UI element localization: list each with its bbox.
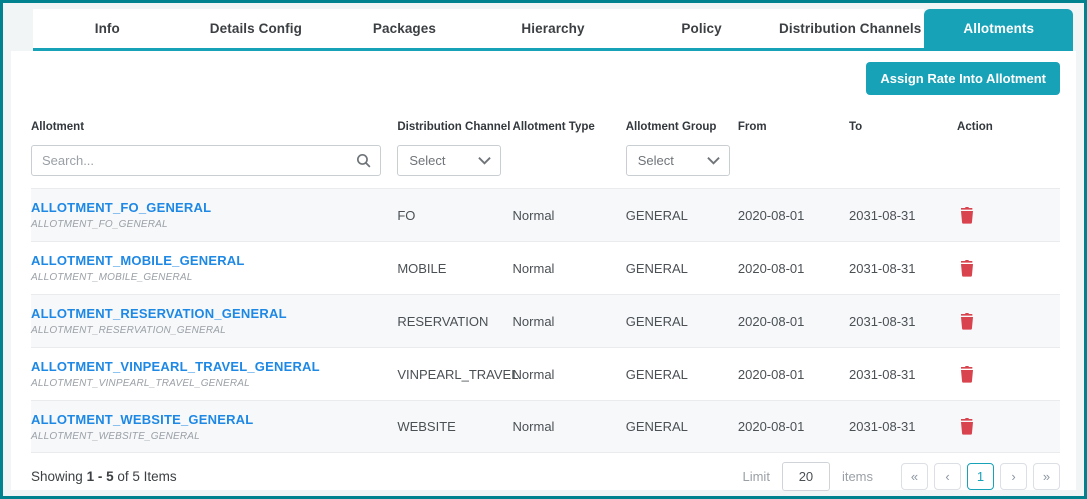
allotment-link[interactable]: ALLOTMENT_VINPEARL_TRAVEL_GENERAL bbox=[31, 359, 320, 374]
trash-icon bbox=[959, 312, 975, 333]
table-row: ALLOTMENT_MOBILE_GENERAL ALLOTMENT_MOBIL… bbox=[31, 241, 1060, 294]
allotment-code: ALLOTMENT_RESERVATION_GENERAL bbox=[31, 325, 226, 336]
cell-type: Normal bbox=[512, 260, 555, 276]
tab-hierarchy[interactable]: Hierarchy bbox=[478, 9, 628, 48]
cell-channel: WEBSITE bbox=[397, 419, 456, 434]
cell-channel: FO bbox=[397, 207, 416, 223]
tab-packages[interactable]: Packages bbox=[330, 9, 479, 48]
cell-from: 2020-08-01 bbox=[737, 366, 805, 382]
cell-to: 2031-08-31 bbox=[849, 313, 916, 329]
cell-channel: MOBILE bbox=[397, 260, 447, 276]
pagination-zone: Limit items « ‹ 1 › » bbox=[742, 461, 1060, 491]
cell-group: GENERAL bbox=[625, 419, 688, 434]
tab-info[interactable]: Info bbox=[33, 9, 182, 48]
cell-from: 2020-08-01 bbox=[737, 313, 805, 329]
showing-summary: Showing 1 - 5 of 5 Items bbox=[31, 469, 177, 484]
search-icon bbox=[355, 152, 372, 174]
cell-group: GENERAL bbox=[625, 366, 688, 382]
cell-type: Normal bbox=[512, 366, 555, 382]
limit-label: Limit bbox=[742, 468, 770, 484]
page-1-button[interactable]: 1 bbox=[967, 462, 994, 490]
cell-from: 2020-08-01 bbox=[737, 419, 805, 434]
cell-from: 2020-08-01 bbox=[737, 260, 805, 276]
delete-button[interactable] bbox=[957, 310, 977, 332]
tab-allotments[interactable]: Allotments bbox=[924, 9, 1074, 48]
assign-rate-into-allotment-button[interactable]: Assign Rate Into Allotment bbox=[866, 62, 1060, 95]
chevron-down-icon bbox=[707, 153, 720, 168]
table-footer: Showing 1 - 5 of 5 Items Limit items « ‹… bbox=[31, 453, 1060, 499]
trash-icon bbox=[959, 259, 975, 280]
column-header-from: From bbox=[737, 121, 767, 133]
distribution-channel-select-value: Select bbox=[409, 153, 446, 168]
cell-type: Normal bbox=[512, 207, 555, 223]
column-header-allotment: Allotment bbox=[31, 121, 85, 133]
table-row: ALLOTMENT_FO_GENERAL ALLOTMENT_FO_GENERA… bbox=[31, 188, 1060, 241]
table-row: ALLOTMENT_RESERVATION_GENERAL ALLOTMENT_… bbox=[31, 294, 1060, 347]
cell-to: 2031-08-31 bbox=[849, 260, 916, 276]
showing-prefix: Showing bbox=[31, 468, 83, 484]
delete-button[interactable] bbox=[957, 257, 977, 279]
cell-to: 2031-08-31 bbox=[849, 366, 916, 382]
column-header-allotment-type: Allotment Type bbox=[512, 121, 595, 133]
allotment-code: ALLOTMENT_VINPEARL_TRAVEL_GENERAL bbox=[31, 378, 250, 389]
cell-type: Normal bbox=[512, 419, 555, 434]
last-page-button[interactable]: » bbox=[1033, 462, 1060, 490]
limit-input[interactable] bbox=[781, 461, 830, 491]
pager: « ‹ 1 › » bbox=[895, 462, 1060, 490]
table-filter-row: Select Select bbox=[31, 145, 1060, 188]
items-label: items bbox=[841, 468, 873, 484]
allotment-search bbox=[31, 145, 381, 176]
cell-group: GENERAL bbox=[625, 207, 688, 223]
allotment-link[interactable]: ALLOTMENT_RESERVATION_GENERAL bbox=[31, 306, 287, 321]
search-input[interactable] bbox=[31, 145, 381, 176]
trash-icon bbox=[959, 365, 975, 386]
table-body: ALLOTMENT_FO_GENERAL ALLOTMENT_FO_GENERA… bbox=[31, 188, 1060, 453]
allotment-link[interactable]: ALLOTMENT_FO_GENERAL bbox=[31, 200, 212, 215]
allotment-code: ALLOTMENT_FO_GENERAL bbox=[31, 219, 168, 230]
next-page-button[interactable]: › bbox=[1000, 462, 1027, 490]
column-header-distribution-channel: Distribution Channel bbox=[397, 121, 511, 133]
delete-button[interactable] bbox=[957, 415, 977, 437]
toolbar: Assign Rate Into Allotment bbox=[31, 51, 1060, 109]
allotments-page: Info Details Config Packages Hierarchy P… bbox=[3, 3, 1084, 496]
cell-group: GENERAL bbox=[625, 260, 688, 276]
allotment-group-select[interactable]: Select bbox=[625, 145, 730, 176]
tab-details-config[interactable]: Details Config bbox=[181, 9, 331, 48]
cell-from: 2020-08-01 bbox=[737, 207, 805, 223]
column-header-action: Action bbox=[957, 121, 993, 133]
allotment-link[interactable]: ALLOTMENT_MOBILE_GENERAL bbox=[31, 253, 245, 268]
cell-channel: VINPEARL_TRAVEL bbox=[397, 366, 519, 382]
table-row: ALLOTMENT_VINPEARL_TRAVEL_GENERAL ALLOTM… bbox=[31, 347, 1060, 400]
table-header-row: Allotment Distribution Channel Allotment… bbox=[31, 109, 1060, 145]
allotment-group-select-value: Select bbox=[637, 153, 674, 168]
tab-bar: Info Details Config Packages Hierarchy P… bbox=[33, 9, 1074, 51]
delete-button[interactable] bbox=[957, 363, 977, 385]
allotment-link[interactable]: ALLOTMENT_WEBSITE_GENERAL bbox=[31, 411, 254, 427]
cell-to: 2031-08-31 bbox=[849, 207, 916, 223]
cell-to: 2031-08-31 bbox=[849, 419, 916, 434]
delete-button[interactable] bbox=[957, 204, 977, 226]
showing-range: 1 - 5 bbox=[86, 468, 114, 484]
showing-suffix: of 5 Items bbox=[117, 468, 177, 484]
tab-policy[interactable]: Policy bbox=[627, 9, 776, 48]
tab-distribution-channels[interactable]: Distribution Channels bbox=[775, 9, 925, 48]
allotment-code: ALLOTMENT_MOBILE_GENERAL bbox=[31, 272, 193, 283]
cell-type: Normal bbox=[512, 313, 555, 329]
distribution-channel-select[interactable]: Select bbox=[397, 145, 502, 176]
cell-group: GENERAL bbox=[625, 313, 688, 329]
chevron-down-icon bbox=[478, 153, 492, 168]
table-row: ALLOTMENT_WEBSITE_GENERAL ALLOTMENT_WEBS… bbox=[31, 400, 1060, 453]
trash-icon bbox=[959, 418, 975, 438]
cell-channel: RESERVATION bbox=[397, 313, 489, 329]
first-page-button[interactable]: « bbox=[901, 462, 928, 490]
allotment-code: ALLOTMENT_WEBSITE_GENERAL bbox=[31, 430, 200, 442]
column-header-allotment-group: Allotment Group bbox=[625, 121, 717, 133]
prev-page-button[interactable]: ‹ bbox=[934, 462, 961, 490]
column-header-to: To bbox=[849, 121, 863, 133]
trash-icon bbox=[959, 206, 975, 227]
content-card: Assign Rate Into Allotment Allotment Dis… bbox=[11, 51, 1076, 491]
